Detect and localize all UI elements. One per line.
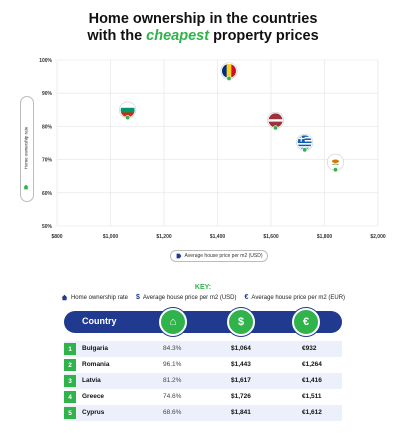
eur-cell: €932 (302, 345, 317, 352)
y-tick-labels: 50% 60% 70% 80% 90% 100% (39, 58, 52, 230)
data-point-cyprus (326, 153, 344, 173)
data-points (119, 62, 344, 173)
x-tick-label: $1,200 (156, 234, 172, 240)
y-tick-label: 100% (39, 58, 52, 64)
title-emphasis: cheapest (146, 28, 210, 44)
key-label: Average house price per m2 (USD) (142, 294, 237, 301)
title-line-2: with the cheapest property prices (0, 28, 406, 45)
table-row: 4 Greece 74.6% $1,726 €1,511 (64, 389, 342, 405)
table-row: 5 Cyprus 68.6% $1,841 €1,612 (64, 405, 342, 421)
y-axis-label: Home ownership rate (23, 126, 29, 170)
column-header-country: Country (82, 316, 117, 326)
home-icon: ⌂ (159, 308, 187, 336)
flag-icon (297, 135, 312, 150)
data-point-romania (220, 62, 238, 81)
country-cell: Bulgaria (82, 345, 109, 352)
tag-icon (176, 253, 181, 259)
y-tick-label: 60% (42, 191, 53, 197)
rank-badge: 2 (64, 359, 76, 371)
rank-badge: 3 (64, 375, 76, 387)
euro-icon: € (292, 308, 320, 336)
eur-cell: €1,264 (302, 361, 322, 368)
data-point-latvia (267, 111, 285, 131)
table-row: 2 Romania 96.1% $1,443 €1,264 (64, 357, 342, 373)
x-tick-label: $1,400 (210, 234, 226, 240)
title-line-1: Home ownership in the countries (88, 11, 318, 27)
ownership-cell: 81.2% (163, 377, 182, 384)
key-item-eur: € Average house price per m2 (EUR) (245, 294, 346, 301)
country-cell: Romania (82, 361, 110, 368)
flag-icon (222, 63, 237, 78)
data-point-bulgaria (119, 101, 137, 121)
usd-cell: $1,443 (231, 361, 251, 368)
x-axis-label: Average house price per m2 (USD) (184, 253, 263, 259)
flag-icon (328, 155, 343, 170)
rank-badge: 5 (64, 407, 76, 419)
eur-cell: €1,511 (302, 393, 322, 400)
check-icon (226, 75, 232, 81)
table-row: 1 Bulgaria 84.3% $1,064 €932 (64, 341, 342, 357)
x-tick-label: $1,600 (263, 234, 279, 240)
x-tick-label: $2,000 (370, 234, 386, 240)
rank-badge: 4 (64, 391, 76, 403)
country-cell: Cyprus (82, 409, 105, 416)
check-icon (302, 147, 308, 153)
ownership-cell: 96.1% (163, 361, 182, 368)
country-cell: Latvia (82, 377, 101, 384)
scatter-chart: 50% 60% 70% 80% 90% 100% $800 $1,000 $1,200 $1,4… (39, 58, 386, 240)
ownership-cell: 84.3% (163, 345, 182, 352)
y-axis-label-pill (20, 96, 34, 202)
rank-badge: 1 (64, 343, 76, 355)
check-icon (125, 115, 131, 121)
flag-icon (268, 113, 283, 128)
y-tick-label: 90% (42, 91, 53, 97)
dollar-icon: $ (227, 308, 255, 336)
eur-cell: €1,416 (302, 377, 322, 384)
flag-icon (120, 103, 135, 118)
x-tick-label: $1,800 (317, 234, 333, 240)
key-title: KEY: (194, 284, 212, 291)
data-point-greece (296, 133, 314, 153)
dollar-icon: $ (136, 294, 140, 301)
country-cell: Greece (82, 393, 105, 400)
key-item-usd: $ Average house price per m2 (USD) (136, 294, 237, 301)
data-table: 1 Bulgaria 84.3% $1,064 €932 2 Romania 9… (64, 341, 342, 421)
euro-icon: € (244, 294, 249, 301)
usd-cell: $1,617 (231, 377, 251, 384)
y-tick-label: 50% (42, 224, 53, 230)
eur-cell: €1,612 (302, 409, 322, 416)
check-icon (332, 167, 338, 173)
key-label: Average house price per m2 (EUR) (251, 294, 346, 301)
y-tick-label: 80% (42, 124, 53, 130)
title-prefix: with the (87, 28, 147, 44)
page-title: Home ownership in the countries with the… (0, 11, 406, 45)
title-suffix: property prices (209, 28, 319, 44)
usd-cell: $1,064 (231, 345, 251, 352)
usd-cell: $1,726 (231, 393, 251, 400)
home-icon (61, 294, 68, 301)
x-tick-label: $800 (51, 234, 62, 240)
check-icon (273, 125, 279, 131)
home-icon (23, 184, 29, 190)
key-label: Home ownership rate (70, 294, 128, 301)
ownership-cell: 68.6% (163, 409, 182, 416)
key-legend: Home ownership rate $ Average house pric… (0, 294, 406, 301)
x-axis-label-pill: Average house price per m2 (USD) (170, 250, 268, 262)
key-item-ownership: Home ownership rate (61, 294, 128, 301)
table-row: 3 Latvia 81.2% $1,617 €1,416 (64, 373, 342, 389)
ownership-cell: 74.6% (163, 393, 182, 400)
chart-grid (56, 59, 379, 227)
usd-cell: $1,841 (231, 409, 251, 416)
y-tick-label: 70% (42, 158, 53, 164)
table-header: Country ⌂ $ € (64, 308, 342, 336)
x-tick-label: $1,000 (103, 234, 119, 240)
x-tick-labels: $800 $1,000 $1,200 $1,400 $1,600 $1,800 $2,000 (51, 234, 385, 240)
